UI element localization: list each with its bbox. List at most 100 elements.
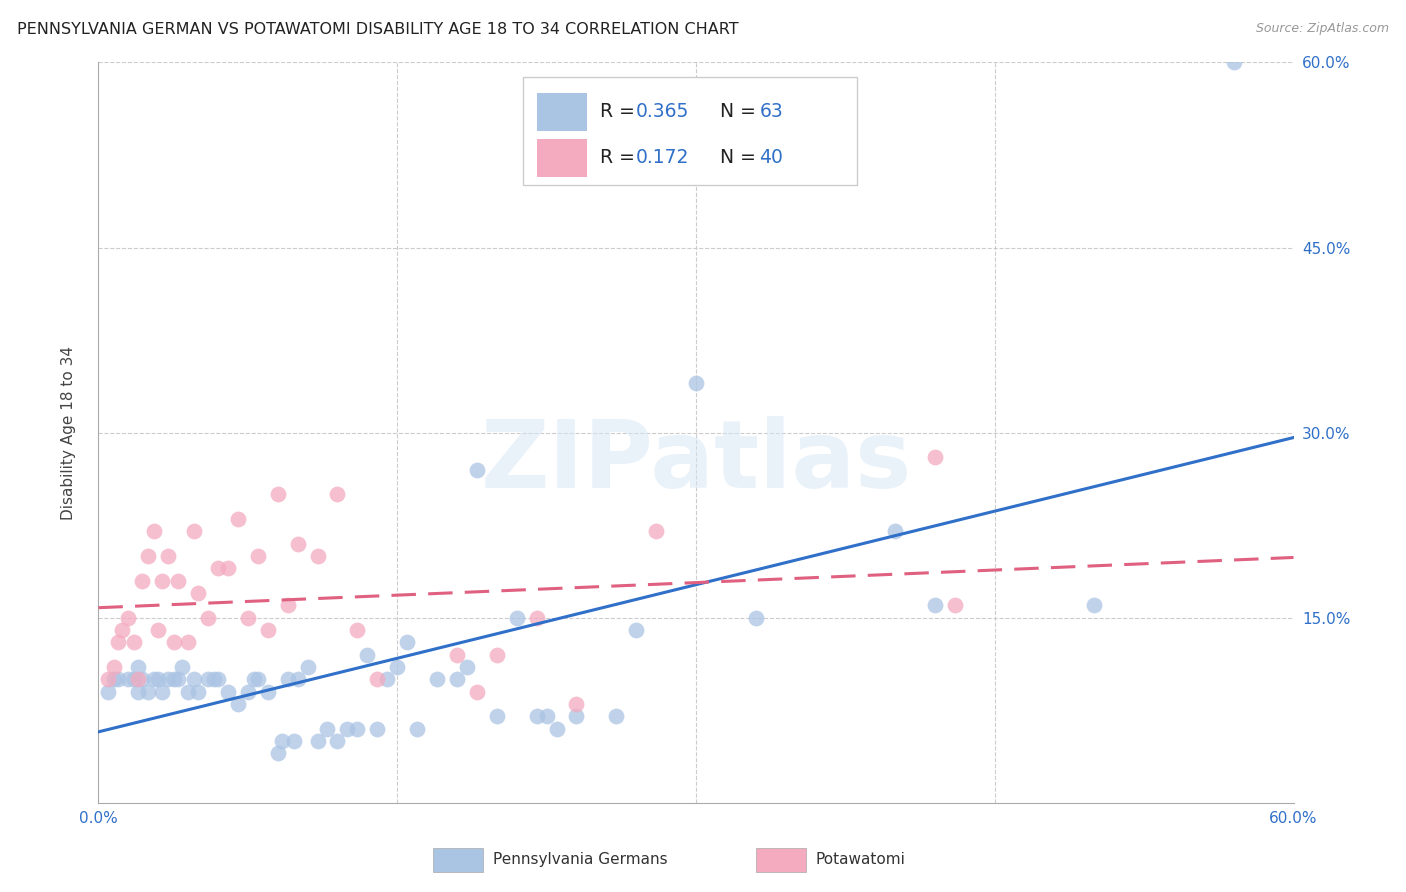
Point	[307, 549, 329, 563]
Text: 0.172: 0.172	[636, 148, 689, 167]
Point	[546, 722, 568, 736]
Point	[1083, 599, 1105, 613]
Point	[307, 734, 329, 748]
Point	[297, 660, 319, 674]
Point	[565, 709, 588, 723]
Point	[456, 660, 478, 674]
Text: Pennsylvania Germans: Pennsylvania Germans	[494, 853, 668, 867]
Text: 40: 40	[759, 148, 783, 167]
Point	[246, 549, 269, 563]
Point	[465, 462, 488, 476]
Point	[375, 673, 398, 687]
Point	[202, 673, 225, 687]
Point	[97, 673, 120, 687]
Point	[103, 660, 125, 674]
Point	[127, 673, 149, 687]
Point	[287, 536, 309, 550]
Point	[316, 722, 339, 736]
Point	[143, 524, 166, 539]
Point	[167, 574, 190, 588]
Point	[645, 524, 668, 539]
Point	[207, 673, 229, 687]
Text: N =: N =	[720, 148, 762, 167]
Point	[127, 685, 149, 699]
Point	[183, 524, 205, 539]
Point	[565, 697, 588, 711]
Point	[924, 450, 946, 465]
Point	[277, 599, 299, 613]
Text: N =: N =	[720, 102, 762, 120]
Point	[124, 635, 146, 649]
Point	[187, 586, 209, 600]
Point	[131, 574, 153, 588]
Point	[207, 561, 229, 575]
Point	[150, 685, 173, 699]
Point	[256, 685, 278, 699]
Point	[277, 673, 299, 687]
Point	[103, 673, 125, 687]
Point	[267, 487, 290, 501]
Point	[426, 673, 449, 687]
Point	[246, 673, 269, 687]
Point	[183, 673, 205, 687]
Point	[236, 685, 259, 699]
Point	[406, 722, 429, 736]
Text: Source: ZipAtlas.com: Source: ZipAtlas.com	[1256, 22, 1389, 36]
Point	[167, 673, 190, 687]
Point	[127, 660, 149, 674]
Text: R =: R =	[600, 102, 641, 120]
Point	[177, 685, 200, 699]
Point	[326, 487, 349, 501]
Point	[148, 623, 170, 637]
Point	[485, 709, 508, 723]
Point	[356, 648, 378, 662]
Point	[197, 610, 219, 624]
Point	[465, 685, 488, 699]
Point	[1223, 55, 1246, 70]
FancyBboxPatch shape	[537, 138, 588, 178]
Point	[924, 599, 946, 613]
Text: Potawatomi: Potawatomi	[815, 853, 905, 867]
Point	[163, 635, 186, 649]
FancyBboxPatch shape	[537, 93, 588, 131]
Point	[336, 722, 359, 736]
Point	[366, 722, 388, 736]
Point	[107, 635, 129, 649]
Point	[143, 673, 166, 687]
Text: 0.365: 0.365	[636, 102, 689, 120]
Point	[506, 610, 529, 624]
Point	[172, 660, 194, 674]
Point	[217, 561, 239, 575]
Point	[326, 734, 349, 748]
Point	[148, 673, 170, 687]
Point	[157, 673, 180, 687]
Point	[187, 685, 209, 699]
Point	[270, 734, 292, 748]
Text: ZIPatlas: ZIPatlas	[481, 417, 911, 508]
Point	[97, 685, 120, 699]
Point	[107, 673, 129, 687]
Point	[131, 673, 153, 687]
FancyBboxPatch shape	[433, 848, 484, 871]
Point	[526, 709, 548, 723]
Point	[177, 635, 200, 649]
Point	[136, 549, 159, 563]
Point	[217, 685, 239, 699]
Text: R =: R =	[600, 148, 641, 167]
Point	[745, 610, 768, 624]
Point	[446, 648, 468, 662]
Point	[197, 673, 219, 687]
Point	[157, 549, 180, 563]
Point	[943, 599, 966, 613]
FancyBboxPatch shape	[756, 848, 806, 871]
Point	[267, 747, 290, 761]
Point	[226, 512, 249, 526]
Point	[236, 610, 259, 624]
Point	[396, 635, 419, 649]
Point	[685, 376, 707, 391]
Point	[117, 610, 139, 624]
Point	[485, 648, 508, 662]
Point	[446, 673, 468, 687]
Point	[884, 524, 907, 539]
Point	[256, 623, 278, 637]
